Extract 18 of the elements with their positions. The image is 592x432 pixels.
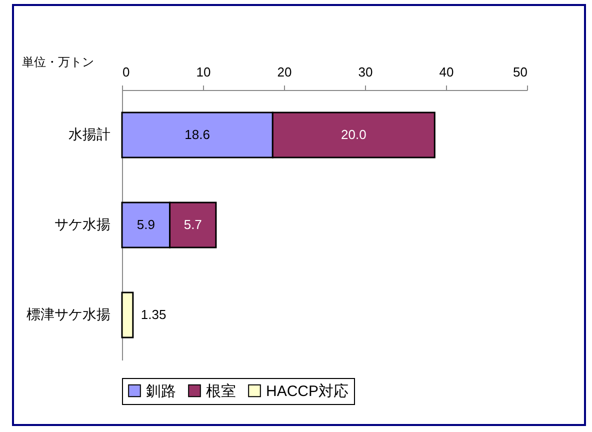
legend-label: 釧路: [146, 382, 176, 400]
x-tick-label: 10: [196, 64, 211, 80]
text: 5.9: [136, 217, 155, 232]
legend-label: 根室: [206, 382, 236, 400]
text: 20.0: [341, 127, 366, 142]
text: 18.6: [184, 127, 210, 142]
legend-label: HACCP対応: [266, 382, 349, 400]
x-tick-label: 40: [439, 64, 454, 80]
text: 単位・万トン: [22, 54, 94, 71]
x-tick-label: 30: [358, 64, 373, 80]
y-tick-label: 標津サケ水揚: [26, 306, 110, 322]
x-tick-label: 0: [122, 64, 130, 80]
text: 1.35: [140, 307, 166, 322]
x-tick-label: 20: [277, 64, 292, 80]
y-tick-label: 水揚計: [68, 126, 110, 142]
y-tick-label: サケ水揚: [54, 216, 110, 232]
x-tick-label: 50: [513, 64, 528, 80]
text: 5.7: [184, 217, 202, 232]
